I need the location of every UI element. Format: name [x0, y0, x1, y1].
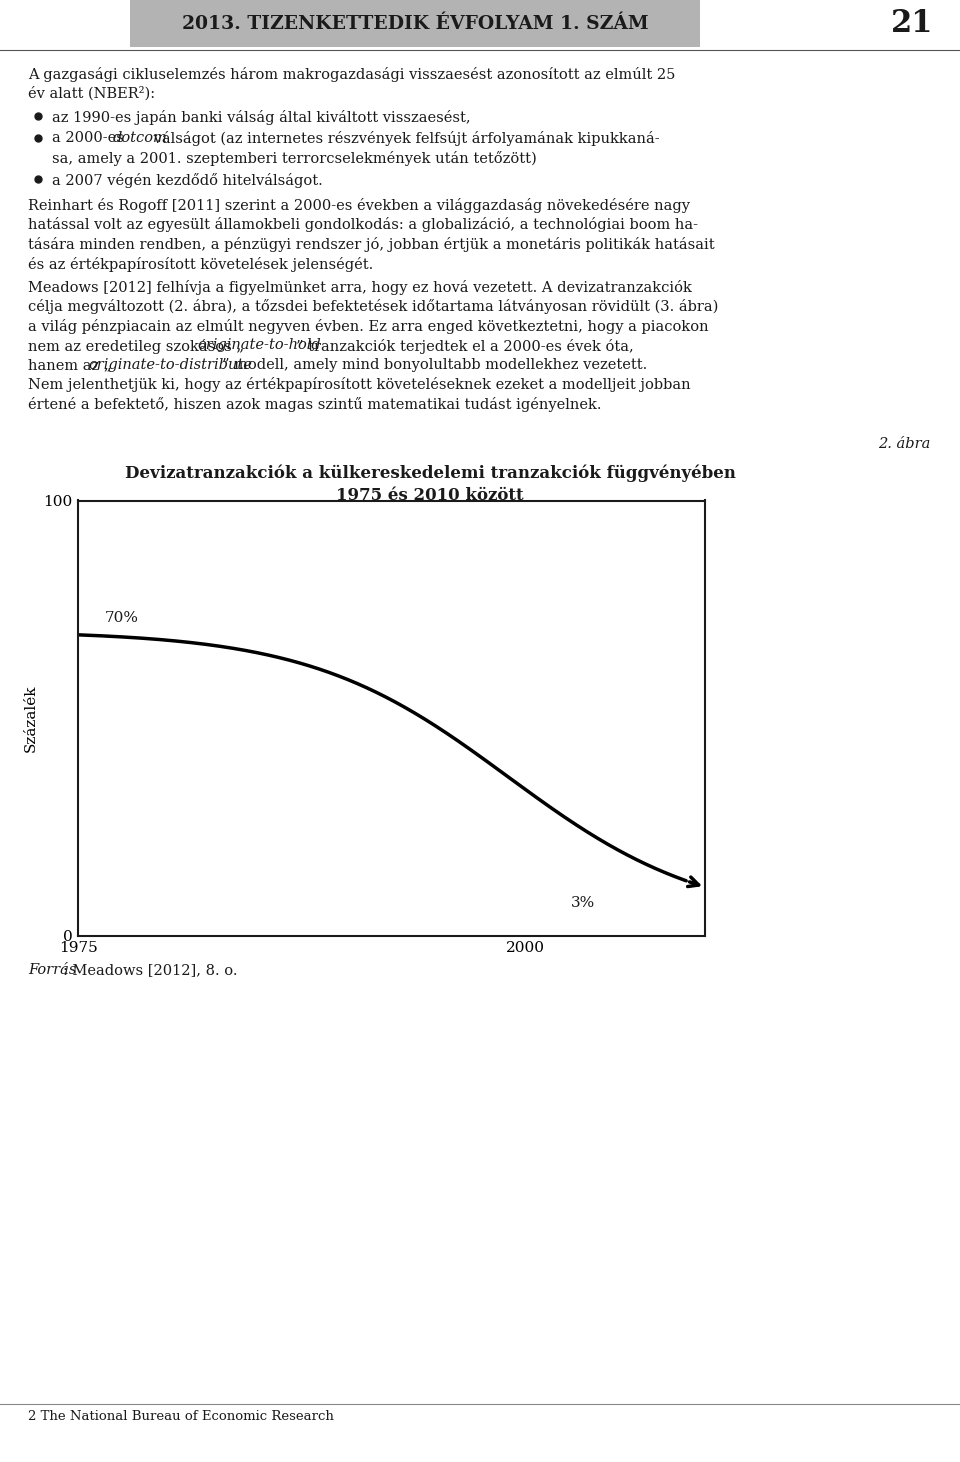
- Text: 1975 és 2010 között: 1975 és 2010 között: [336, 487, 524, 503]
- Text: A gazgasági cikluselemzés három makrogazdasági visszaesést azonosított az elmúlt: A gazgasági cikluselemzés három makrogaz…: [28, 67, 676, 82]
- Text: originate-to-hold: originate-to-hold: [198, 339, 322, 352]
- Text: tására minden rendben, a pénzügyi rendszer jó, jobban értjük a monetáris politik: tására minden rendben, a pénzügyi rendsz…: [28, 237, 714, 251]
- Text: Devizatranzakciók a külkereskedelemi tranzakciók függvényében: Devizatranzakciók a külkereskedelemi tra…: [125, 465, 735, 482]
- Text: év alatt (NBER²):: év alatt (NBER²):: [28, 86, 156, 101]
- Text: a 2007 végén kezdődő hitelválságot.: a 2007 végén kezdődő hitelválságot.: [52, 173, 323, 187]
- Text: 21: 21: [891, 9, 933, 39]
- Text: nem az eredetileg szokásos „: nem az eredetileg szokásos „: [28, 339, 244, 354]
- Text: Reinhart és Rogoff [2011] szerint a 2000-es években a világgazdaság növekedésére: Reinhart és Rogoff [2011] szerint a 2000…: [28, 197, 690, 213]
- Text: hatással volt az egyesült államokbeli gondolkodás: a globalizáció, a technológia: hatással volt az egyesült államokbeli go…: [28, 218, 698, 232]
- Text: a 2000-es: a 2000-es: [52, 132, 129, 146]
- Text: értené a befektető, hiszen azok magas szintű matematikai tudást igényelnek.: értené a befektető, hiszen azok magas sz…: [28, 398, 602, 412]
- Text: 2013. TIZENKETTEDIK ÉVFOLYAM 1. SZÁM: 2013. TIZENKETTEDIK ÉVFOLYAM 1. SZÁM: [181, 15, 648, 34]
- Text: 3%: 3%: [570, 896, 595, 911]
- Text: az 1990-es japán banki válság által kiváltott visszaesést,: az 1990-es japán banki válság által kivá…: [52, 110, 470, 124]
- Text: és az értékpapírosított követelések jelenségét.: és az értékpapírosított követelések jele…: [28, 256, 373, 272]
- Text: dotcom: dotcom: [112, 132, 167, 146]
- Text: 2 The National Bureau of Economic Research: 2 The National Bureau of Economic Resear…: [28, 1409, 334, 1423]
- Text: : Meadows [2012], 8. o.: : Meadows [2012], 8. o.: [63, 963, 237, 978]
- Text: Forrás: Forrás: [28, 963, 77, 978]
- Text: originate-to-distribute: originate-to-distribute: [88, 358, 252, 371]
- Text: célja megváltozott (2. ábra), a tőzsdei befektetések időtartama látványosan rövi: célja megváltozott (2. ábra), a tőzsdei …: [28, 300, 718, 314]
- Bar: [130, 0, 700, 47]
- Text: sa, amely a 2001. szeptemberi terrorcselekmények után tetőzött): sa, amely a 2001. szeptemberi terrorcsel…: [52, 151, 537, 167]
- Y-axis label: Százalék: Százalék: [24, 684, 37, 751]
- Text: 2. ábra: 2. ábra: [877, 437, 930, 450]
- Text: a világ pénzpiacain az elmúlt negyven évben. Ez arra enged következtetni, hogy a: a világ pénzpiacain az elmúlt negyven év…: [28, 319, 708, 333]
- Text: ” tranzakciók terjedtek el a 2000-es évek óta,: ” tranzakciók terjedtek el a 2000-es éve…: [296, 339, 634, 354]
- Text: hanem az „: hanem az „: [28, 358, 111, 371]
- Text: 70%: 70%: [105, 611, 139, 626]
- Text: válságot (az internetes részvények felfsújt árfolyamának kipukkaná-: válságot (az internetes részvények felfs…: [149, 132, 660, 146]
- Text: Meadows [2012] felhívja a figyelmünket arra, hogy ez hová vezetett. A devizatran: Meadows [2012] felhívja a figyelmünket a…: [28, 281, 692, 295]
- Text: ” modell, amely mind bonyolultabb modellekhez vezetett.: ” modell, amely mind bonyolultabb modell…: [222, 358, 647, 371]
- Text: Nem jelenthetjük ki, hogy az értékpapírosított követeléseknek ezeket a modelljei: Nem jelenthetjük ki, hogy az értékpapíro…: [28, 377, 690, 392]
